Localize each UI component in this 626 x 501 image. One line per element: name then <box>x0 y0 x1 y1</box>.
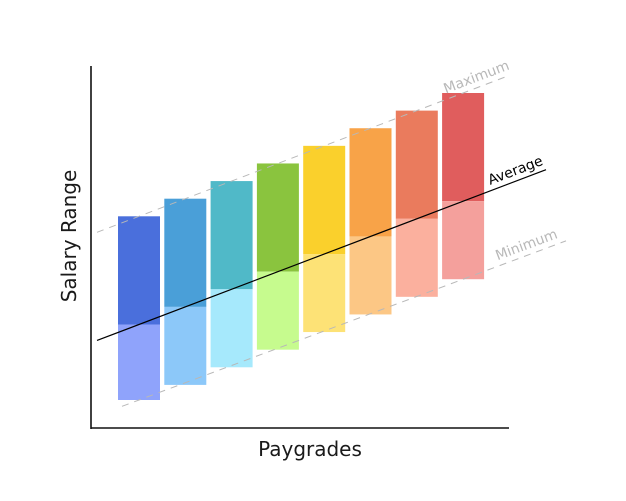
bar-lower-paygrade-4 <box>256 271 299 350</box>
bar-upper-paygrade-7 <box>395 110 438 219</box>
bar-upper-paygrade-2 <box>164 198 207 307</box>
maximum-line-label: Maximum <box>441 58 511 97</box>
average-line-label: Average <box>486 153 545 188</box>
minimum-dashed-line <box>121 240 567 407</box>
maximum-dashed-line <box>96 74 511 233</box>
bar-upper-paygrade-6 <box>349 128 392 237</box>
bar-lower-paygrade-8 <box>442 201 485 280</box>
bar-lower-paygrade-6 <box>349 236 392 315</box>
bar-upper-paygrade-5 <box>303 145 346 255</box>
bar-lower-paygrade-1 <box>118 324 160 400</box>
bar-upper-paygrade-4 <box>256 163 299 272</box>
bar-upper-paygrade-1 <box>118 216 160 325</box>
x-axis-title: Paygrades <box>258 437 362 461</box>
bar-lower-paygrade-5 <box>303 254 346 333</box>
bar-lower-paygrade-7 <box>395 218 438 297</box>
trend-lines-group <box>96 74 567 407</box>
average-line <box>96 169 547 342</box>
bar-lower-paygrade-2 <box>164 306 207 385</box>
bar-upper-paygrade-3 <box>210 181 253 290</box>
bars-group <box>118 93 485 400</box>
minimum-line-label: Minimum <box>493 226 559 264</box>
y-axis-title: Salary Range <box>57 170 81 303</box>
bar-lower-paygrade-3 <box>210 289 253 368</box>
bar-upper-paygrade-8 <box>442 93 485 202</box>
